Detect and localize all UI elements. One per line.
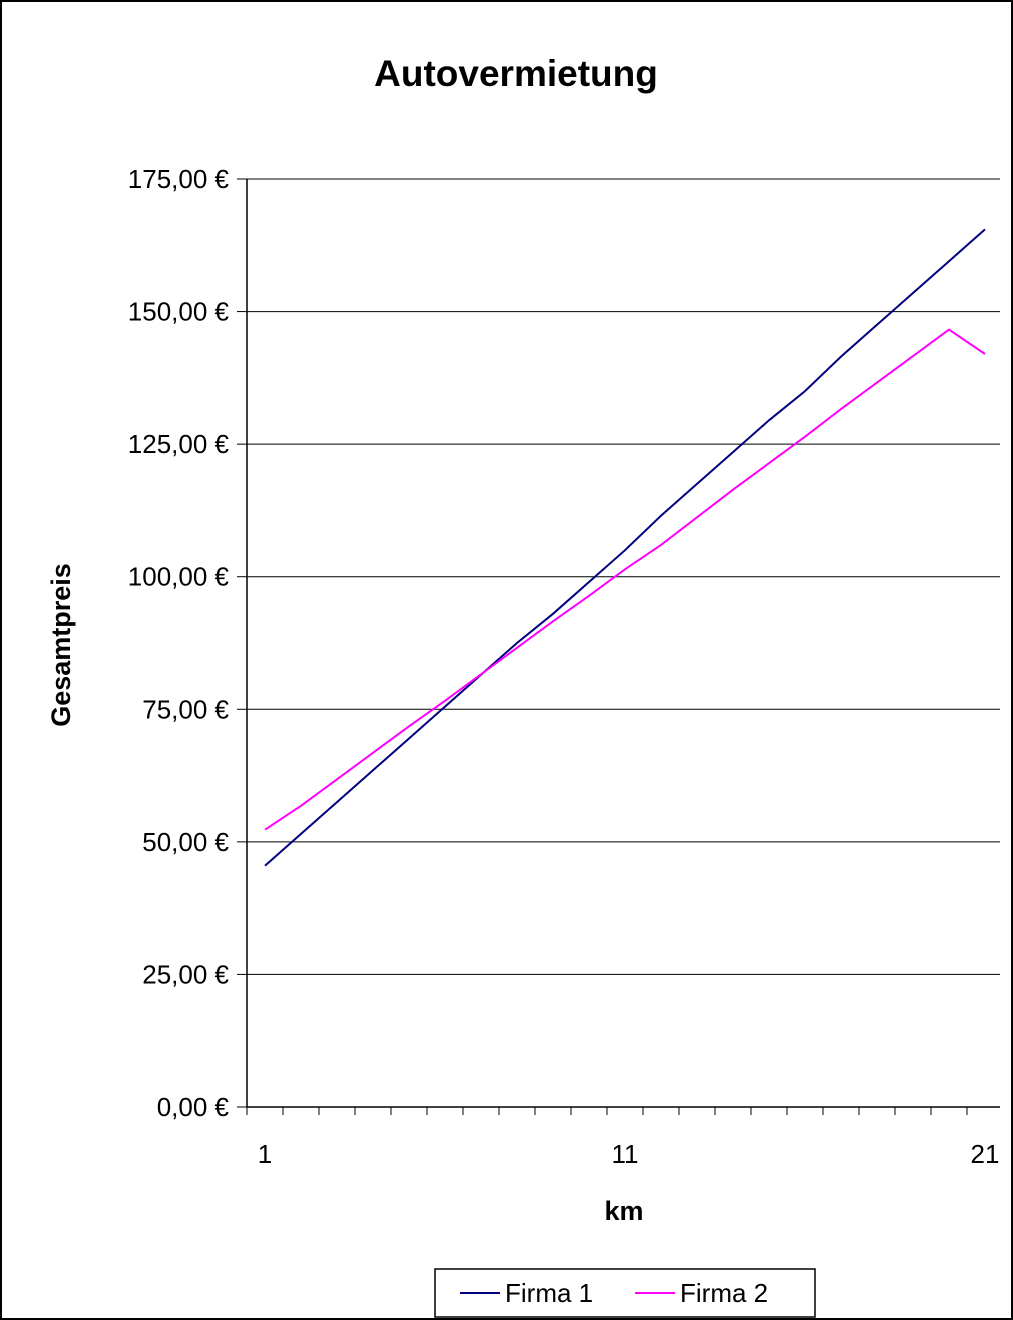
series-lines (264, 228, 986, 867)
y-tick-label: 175,00 € (128, 164, 230, 194)
legend-label-firma-2: Firma 2 (680, 1278, 768, 1308)
grid-lines (247, 178, 1000, 975)
y-axis-label: Gesamtpreis (46, 563, 76, 727)
series-line-firma-1 (264, 228, 986, 867)
y-tick-label: 100,00 € (128, 562, 230, 592)
legend-label-firma-1: Firma 1 (505, 1278, 593, 1308)
y-tick-label: 125,00 € (128, 429, 230, 459)
x-tick-label: 1 (258, 1139, 272, 1169)
y-tick-label: 0,00 € (157, 1092, 230, 1122)
chart-title: Autovermietung (374, 53, 658, 94)
y-tick-label: 150,00 € (128, 297, 230, 327)
series-line-firma-2 (264, 328, 986, 831)
y-tick-label: 75,00 € (142, 694, 229, 724)
legend: Firma 1 Firma 2 (434, 1268, 816, 1318)
x-tick-label: 21 (971, 1139, 1000, 1169)
y-tick-label: 25,00 € (142, 959, 229, 989)
y-tick-label: 50,00 € (142, 827, 229, 857)
x-tick-label: 11 (612, 1139, 639, 1169)
y-tick-labels: 0,00 € 25,00 € 50,00 € 75,00 € 100,00 € 125,0… (128, 164, 230, 1122)
axes (237, 178, 1000, 1115)
x-tick-labels: 1 11 21 (258, 1139, 1000, 1169)
x-axis-label: km (604, 1196, 643, 1226)
